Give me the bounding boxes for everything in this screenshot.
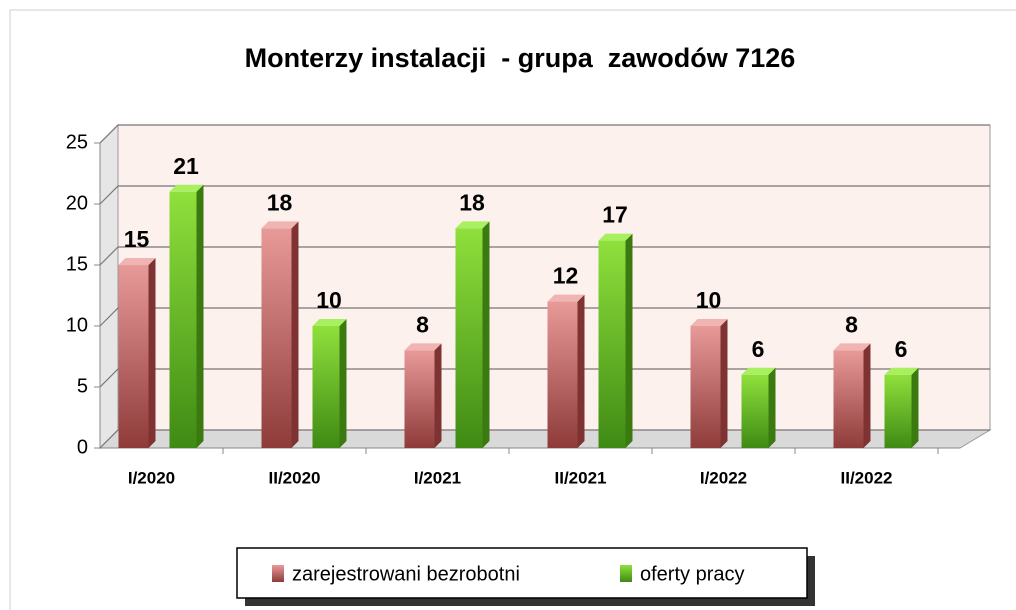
bar-side: [720, 319, 728, 448]
bar: [169, 191, 197, 449]
legend-swatch: [620, 565, 632, 582]
data-label: 6: [895, 336, 908, 362]
bar-side: [339, 319, 347, 448]
x-tick-label: I/2021: [414, 468, 461, 487]
data-label: 18: [267, 189, 293, 215]
data-label: 21: [173, 153, 199, 179]
x-tick-label: I/2022: [700, 468, 747, 487]
y-tick-label: 25: [66, 131, 88, 153]
data-label: 15: [124, 226, 150, 252]
y-tick-label: 0: [77, 436, 88, 458]
bar-top: [455, 221, 490, 229]
bar: [690, 326, 721, 448]
y-tick-label: 20: [66, 192, 88, 214]
bar-top: [741, 367, 776, 375]
bar: [833, 350, 864, 448]
bar: [118, 265, 149, 448]
grid-line: [99, 185, 990, 205]
bar-side: [434, 343, 442, 448]
x-tick-label: I/2020: [128, 468, 175, 487]
x-tick-label: II/2021: [555, 468, 607, 487]
bar-side: [911, 367, 919, 448]
legend-label: zarejestrowani bezrobotni: [292, 563, 520, 585]
data-label: 17: [602, 202, 628, 228]
bar-side: [196, 184, 204, 449]
data-label: 10: [316, 287, 342, 313]
bar-top: [118, 258, 156, 265]
data-label: 8: [845, 311, 858, 337]
bar-top: [598, 233, 633, 241]
y-tick-label: 10: [66, 314, 88, 336]
bar-top: [833, 343, 871, 351]
bar: [312, 326, 340, 448]
bar-top: [884, 367, 919, 375]
bar-side: [577, 294, 585, 448]
grid-line: [99, 307, 990, 327]
data-label: 8: [416, 311, 429, 337]
legend-label: oferty pracy: [640, 563, 744, 585]
grid-line: [99, 124, 990, 144]
x-tick-label: II/2022: [841, 468, 893, 487]
bar-side: [625, 233, 633, 448]
bar-top: [312, 319, 347, 326]
data-label: 12: [553, 263, 579, 289]
bar: [261, 228, 292, 448]
y-tick-label: 15: [66, 253, 88, 275]
data-label: 6: [752, 336, 765, 362]
bar-top: [690, 319, 728, 326]
data-label: 18: [459, 189, 485, 215]
bar-side: [291, 221, 299, 448]
legend: [236, 547, 808, 599]
chart-border: [9, 9, 1016, 610]
x-tick-label: II/2020: [269, 468, 321, 487]
bar: [741, 374, 769, 448]
bar: [884, 374, 912, 448]
y-tick-label: 5: [77, 375, 88, 397]
side-wall: [99, 123, 119, 450]
bar-side: [148, 258, 156, 448]
bar-side: [482, 221, 490, 448]
bar-top: [404, 343, 442, 351]
bar-top: [261, 221, 299, 229]
bar-side: [768, 367, 776, 448]
bar: [547, 301, 578, 448]
data-label: 10: [696, 287, 722, 313]
legend-swatch: [272, 565, 284, 582]
bar-top: [169, 184, 204, 192]
chart-title: Monterzy instalacji - grupa zawodów 7126: [245, 43, 796, 73]
bar-top: [547, 294, 585, 302]
bar: [455, 228, 483, 448]
bar-side: [863, 343, 871, 448]
bar: [598, 240, 626, 448]
bar: [404, 350, 435, 448]
grid-line: [99, 246, 990, 266]
